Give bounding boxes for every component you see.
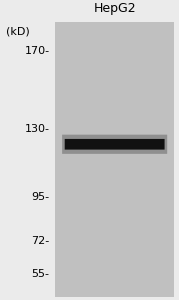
Text: 72-: 72- <box>31 236 50 246</box>
FancyBboxPatch shape <box>62 135 167 154</box>
Text: 170-: 170- <box>25 46 50 56</box>
FancyBboxPatch shape <box>65 139 165 150</box>
Text: 130-: 130- <box>25 124 50 134</box>
Text: 55-: 55- <box>32 269 50 279</box>
Text: (kD): (kD) <box>6 26 30 36</box>
Text: 95-: 95- <box>32 191 50 202</box>
Text: HepG2: HepG2 <box>93 2 136 14</box>
Bar <box>55 22 175 297</box>
